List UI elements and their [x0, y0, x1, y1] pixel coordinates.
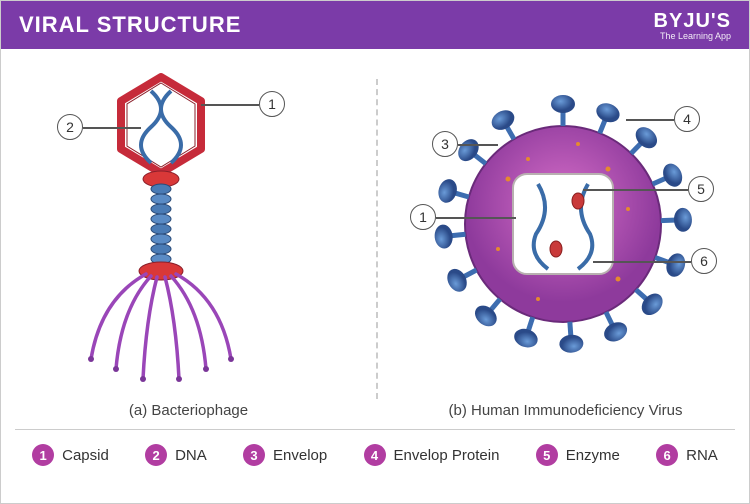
- brand-main: BYJU'S: [654, 10, 731, 33]
- legend-item-4: 4 Envelop Protein: [364, 444, 500, 466]
- label-hiv-6: 6: [691, 248, 717, 274]
- panel-hiv: 3 4 5 1 6 (b) Human Immunodeficiency Vir…: [378, 49, 750, 429]
- legend-num-2: 2: [145, 444, 167, 466]
- label-hiv-1: 1: [410, 204, 436, 230]
- leader-hiv4: [626, 119, 674, 121]
- leader-hiv1: [436, 217, 516, 219]
- caption-right: (b) Human Immunodeficiency Virus: [378, 402, 750, 419]
- infographic-container: VIRAL STRUCTURE BYJU'S The Learning App: [0, 0, 750, 504]
- leader-hiv5: [583, 189, 688, 191]
- legend-text-3: Envelop: [273, 447, 327, 464]
- label-hiv-4: 4: [674, 106, 700, 132]
- legend-num-5: 5: [536, 444, 558, 466]
- legend-text-6: RNA: [686, 447, 718, 464]
- legend-item-1: 1 Capsid: [32, 444, 109, 466]
- leader-hiv3: [458, 144, 498, 146]
- legend-row: 1 Capsid 2 DNA 3 Envelop 4 Envelop Prote…: [15, 429, 735, 480]
- diagrams-row: 1 2 (a) Bacteriophage: [1, 49, 749, 429]
- legend-item-3: 3 Envelop: [243, 444, 327, 466]
- label-hiv-5: 5: [688, 176, 714, 202]
- bacteriophage-svg: [1, 49, 376, 409]
- label-phage-2: 2: [57, 114, 83, 140]
- legend-item-5: 5 Enzyme: [536, 444, 620, 466]
- label-phage-1: 1: [259, 91, 285, 117]
- brand-sub: The Learning App: [654, 31, 731, 41]
- legend-num-4: 4: [364, 444, 386, 466]
- title-text: VIRAL STRUCTURE: [19, 12, 241, 38]
- legend-text-1: Capsid: [62, 447, 109, 464]
- legend-text-2: DNA: [175, 447, 207, 464]
- legend-text-5: Enzyme: [566, 447, 620, 464]
- leader-2: [83, 127, 141, 129]
- legend-text-4: Envelop Protein: [394, 447, 500, 464]
- legend-num-3: 3: [243, 444, 265, 466]
- leader-1: [201, 104, 259, 106]
- legend-item-2: 2 DNA: [145, 444, 207, 466]
- panel-bacteriophage: 1 2 (a) Bacteriophage: [1, 49, 376, 429]
- header-bar: VIRAL STRUCTURE BYJU'S The Learning App: [1, 1, 749, 49]
- legend-num-1: 1: [32, 444, 54, 466]
- brand-block: BYJU'S The Learning App: [654, 10, 731, 41]
- hiv-svg: [378, 49, 750, 409]
- label-hiv-3: 3: [432, 131, 458, 157]
- legend-item-6: 6 RNA: [656, 444, 718, 466]
- leader-hiv6: [593, 261, 691, 263]
- caption-left: (a) Bacteriophage: [1, 402, 376, 419]
- legend-num-6: 6: [656, 444, 678, 466]
